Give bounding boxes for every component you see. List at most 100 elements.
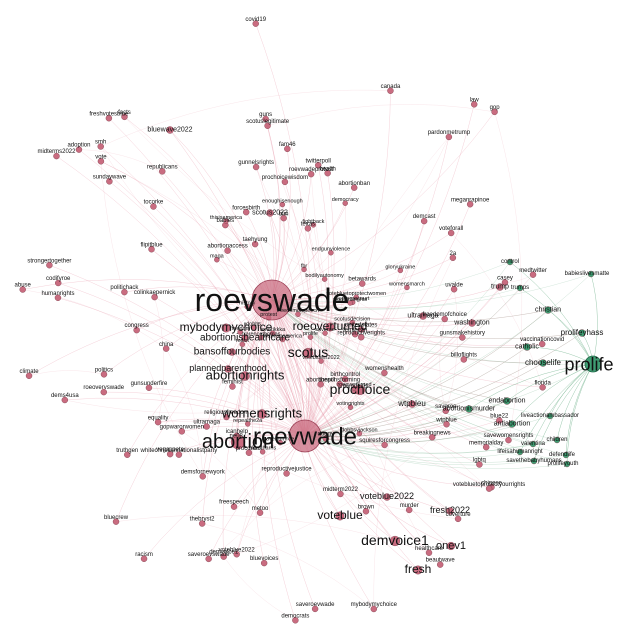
node-politics — [100, 371, 108, 378]
label-enoughisenough: enoughisenough — [262, 198, 303, 204]
node-endgunviolence — [328, 250, 334, 256]
node-demcast — [420, 217, 428, 225]
edge-red — [78, 149, 163, 172]
label-demvoice1: demvoice1 — [361, 532, 429, 548]
node-freedomofchoice — [441, 315, 448, 323]
node-voteblue2022 — [233, 551, 240, 558]
edge-red — [271, 257, 453, 301]
edge-red — [304, 287, 408, 437]
node-fresh2022 — [446, 507, 454, 515]
node-mybodymychoice — [370, 605, 378, 613]
edge-red — [271, 299, 487, 448]
label-betawards: betawards — [348, 277, 376, 283]
label-onev1: onev1 — [436, 540, 466, 552]
node-vegaspete — [166, 450, 174, 458]
label-scotusdecision: scotusdecision — [334, 317, 370, 323]
label-amerikkka: amerikkka — [260, 327, 286, 333]
node-roeoverturned — [325, 322, 335, 332]
edge-red — [208, 473, 287, 560]
edge-red — [282, 204, 311, 437]
node-forcesbirth — [243, 208, 250, 216]
node-abortionishealthcare — [241, 334, 249, 342]
edge-green — [271, 299, 528, 349]
node-voteblue2022 — [383, 493, 391, 501]
label-wakeupamerica: wakeupamerica — [262, 333, 302, 339]
edge-green — [533, 363, 594, 462]
edge-green — [304, 435, 535, 466]
node-vote — [97, 158, 105, 165]
node-gunsmakehistory — [459, 334, 466, 341]
edge-red — [304, 410, 446, 437]
label-unitedstates: unitedstates — [345, 323, 377, 329]
edge-red — [271, 299, 470, 410]
node-flipitblue — [148, 246, 155, 253]
label-votebluetoprotectwomen: votebluetoprotectwomen — [326, 291, 386, 297]
edge-red — [262, 299, 296, 621]
node-equality — [154, 418, 162, 426]
label-meganrapinoe: meganrapinoe — [451, 197, 490, 203]
node-votebluein2022 — [318, 358, 324, 364]
label-voteblue: voteblue — [317, 508, 363, 522]
edge-red — [304, 173, 335, 437]
node-scotus — [302, 347, 314, 359]
label-breakingnews: breakingnews — [414, 430, 451, 436]
node-prochoicewisdom — [281, 178, 289, 186]
label-blue22: blue22 — [490, 414, 509, 420]
label-covid19: covid19 — [245, 17, 266, 23]
hub-node-prolife — [584, 355, 602, 373]
edge-green — [271, 287, 521, 310]
node-congress — [133, 326, 140, 334]
edge-red — [271, 299, 544, 364]
edge-red — [22, 289, 167, 349]
edge-green — [271, 299, 535, 462]
node-control — [506, 258, 514, 266]
label-texas: texas — [301, 222, 315, 228]
label-dems4usa: dems4usa — [51, 393, 79, 399]
label-coverture: coverture — [446, 512, 472, 518]
label-congress: congress — [124, 323, 148, 329]
edge-red — [271, 299, 490, 489]
edge-red — [304, 289, 455, 437]
edge-red — [158, 418, 306, 437]
edge-red — [255, 166, 490, 489]
node-fam46 — [284, 145, 291, 153]
edge-red — [271, 299, 410, 511]
node-roevwadeprotest — [307, 170, 315, 178]
label-votebluein2022: votebluein2022 — [302, 355, 339, 361]
node-bansoffourbodies — [228, 348, 236, 356]
edge-red — [58, 282, 306, 437]
edge-red — [271, 299, 388, 498]
label-sundaywave: sundaywave — [93, 174, 127, 180]
edge-red — [271, 299, 441, 565]
edge-red — [208, 435, 306, 559]
edge-red — [304, 435, 451, 512]
label-strongertogether: strongertogether — [27, 258, 71, 264]
edge-red — [115, 299, 273, 522]
label-truthgen: truthgen — [116, 448, 138, 454]
edge-red — [78, 149, 306, 437]
edge-red — [169, 129, 273, 301]
label-murder: murder — [400, 503, 419, 509]
label-ultramaga: ultramaga — [407, 312, 438, 319]
node-plannedparenthood — [224, 365, 232, 373]
label-maga: maga — [210, 254, 225, 260]
edge-red — [268, 299, 316, 609]
node-murder — [405, 506, 413, 514]
edge-green — [304, 273, 592, 437]
label-scotus: scotus — [288, 344, 328, 360]
edge-green — [468, 363, 594, 410]
node-abortionrights — [240, 371, 250, 381]
edge-red — [100, 161, 203, 477]
edge-red — [304, 165, 329, 437]
edge-green — [509, 261, 594, 365]
label-bluevoices: bluevoices — [250, 556, 278, 562]
label-gunnelsrights: gunnelsrights — [238, 160, 274, 166]
label-protest: protest — [260, 312, 277, 318]
node-dobbs — [250, 324, 257, 331]
hub-node-roevswade — [251, 279, 293, 321]
node-repealthe2a — [245, 421, 251, 427]
label-gopwarorwomen: gopwarorwomen — [160, 424, 204, 430]
node-florida — [539, 384, 546, 391]
edge-red — [310, 174, 430, 553]
edge-green — [506, 363, 594, 402]
